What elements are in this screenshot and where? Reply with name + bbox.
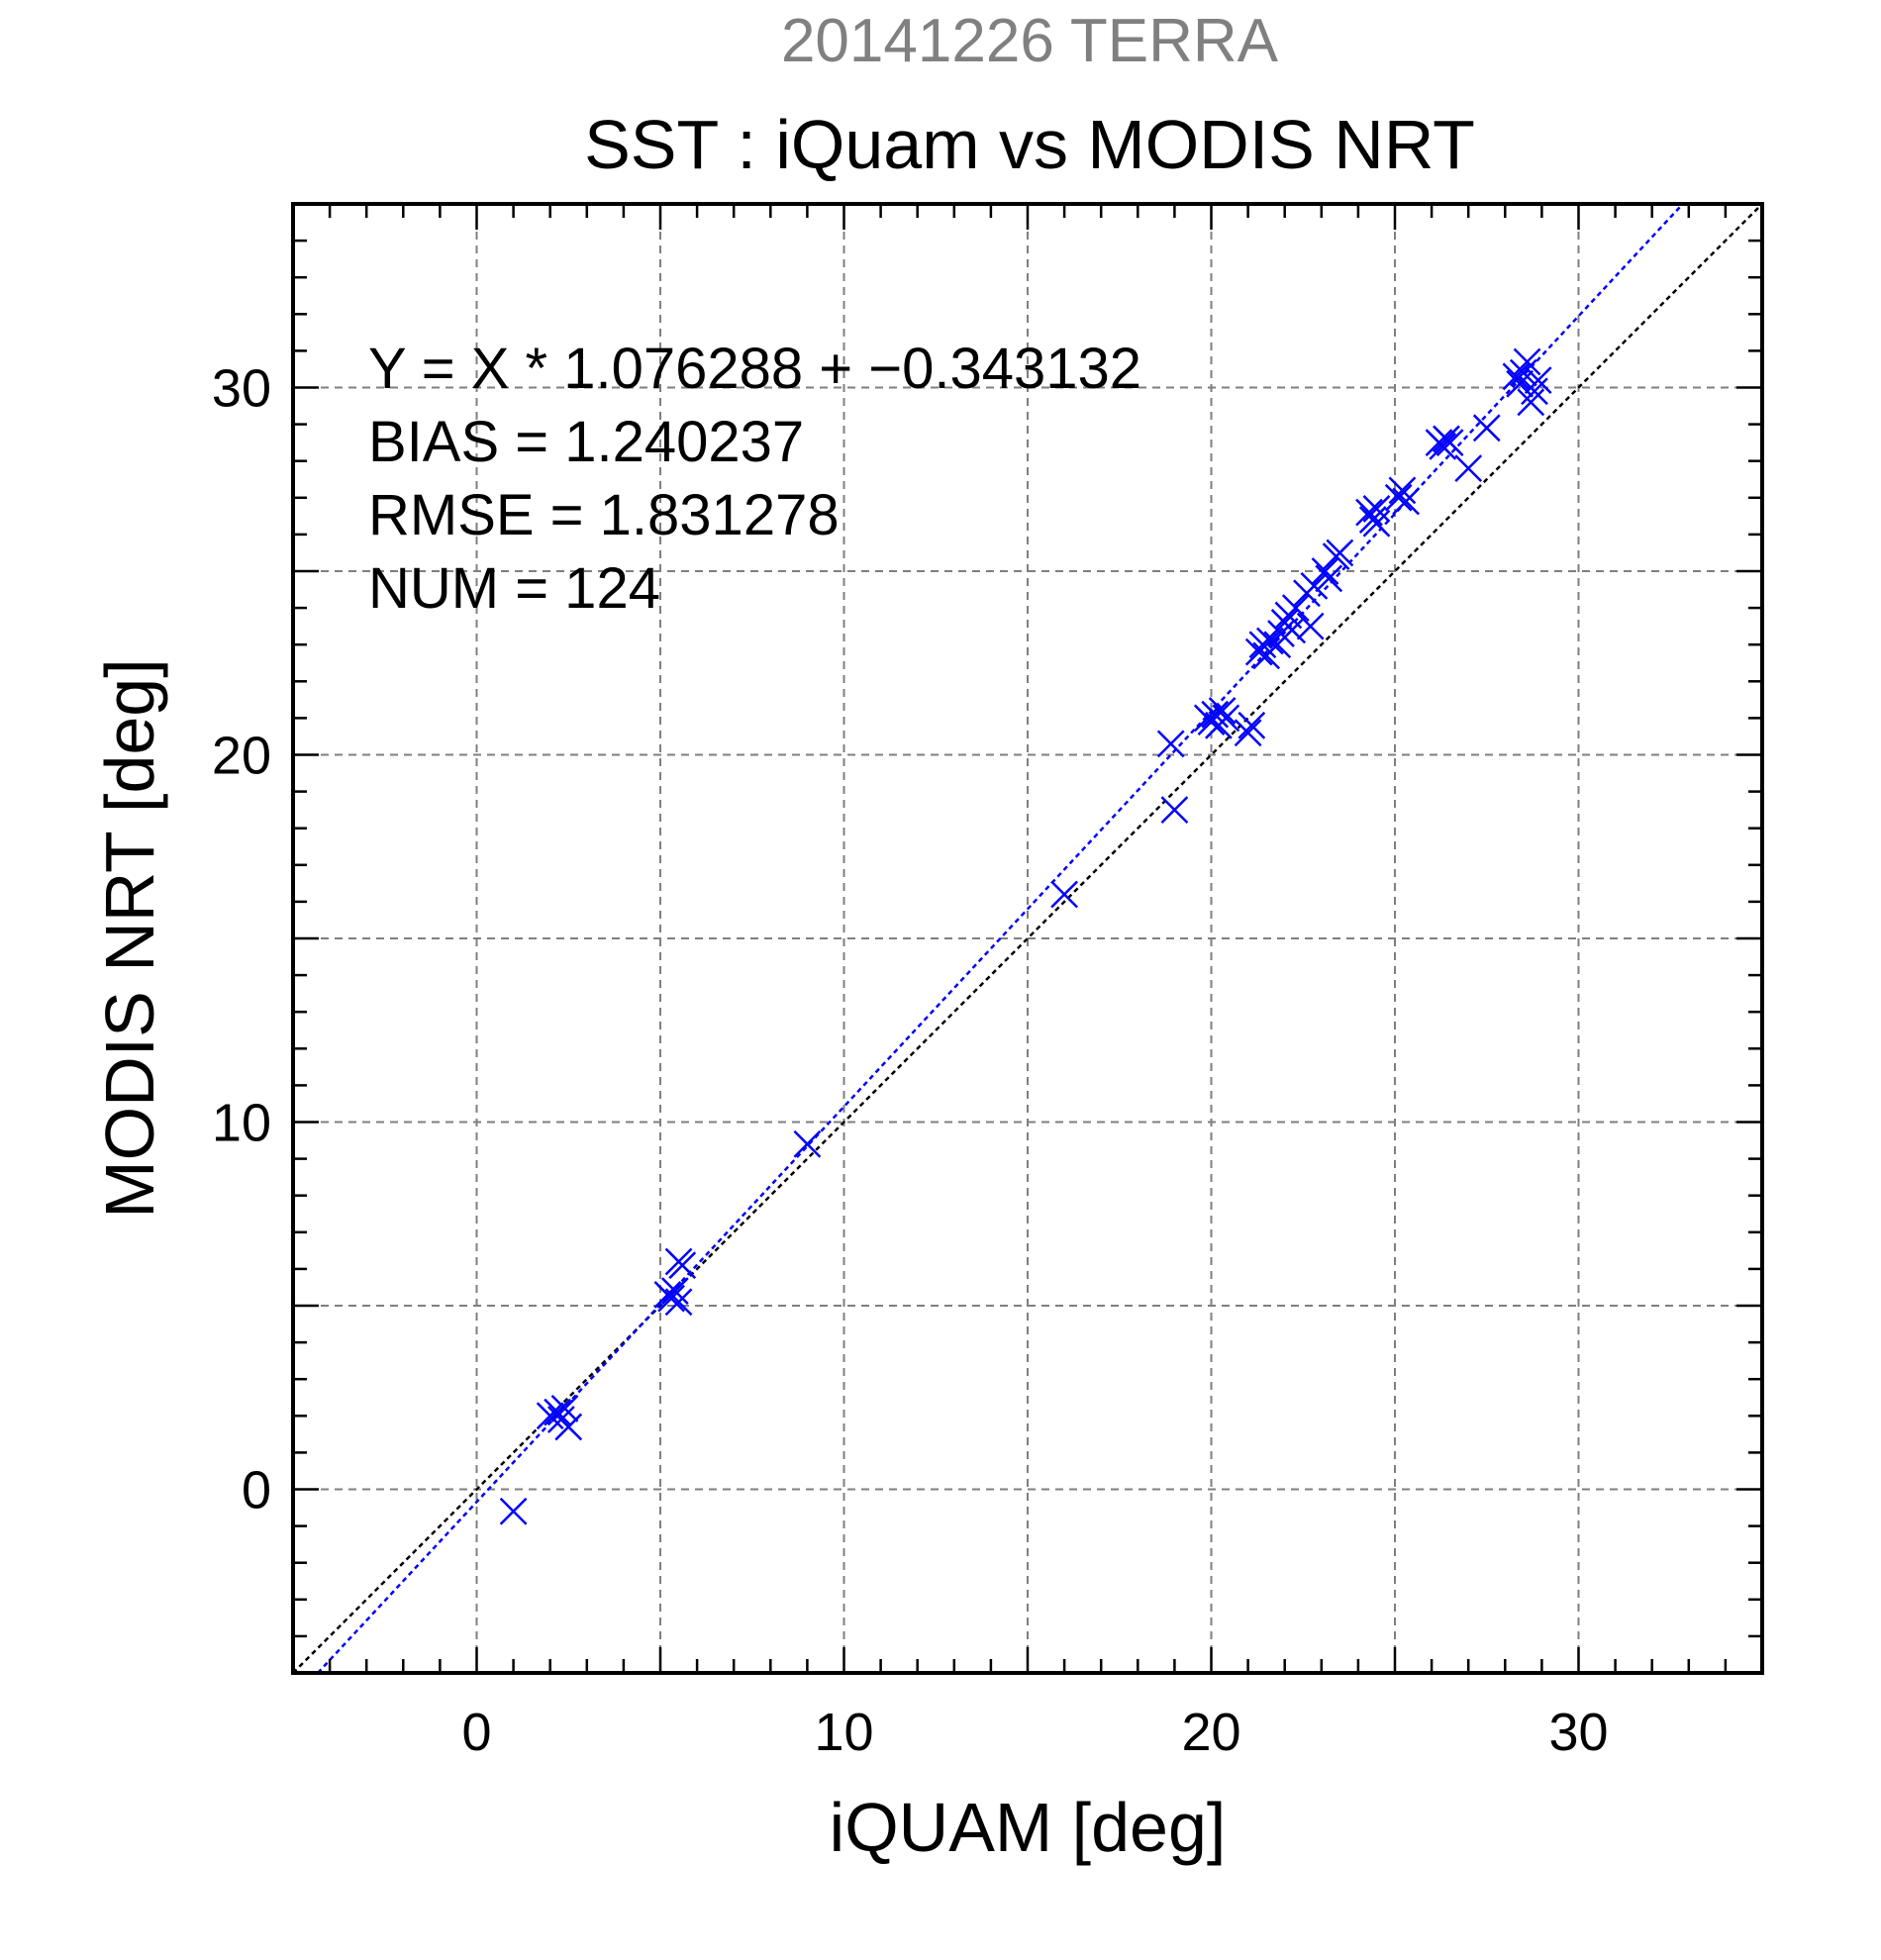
data-point <box>1201 700 1230 729</box>
data-point <box>1238 711 1266 739</box>
data-point <box>1517 388 1545 417</box>
y-tick-label: 10 <box>212 1094 271 1153</box>
y-axis-label: MODIS NRT [deg] <box>91 658 168 1218</box>
data-point <box>1388 476 1417 505</box>
data-point <box>1506 369 1534 398</box>
data-point <box>1267 620 1295 647</box>
data-point <box>1362 509 1391 538</box>
stats-annotation: Y = X * 1.076288 + −0.343132 BIAS = 1.240… <box>368 337 1141 621</box>
data-point <box>1156 730 1185 758</box>
stats-line: Y = X * 1.076288 + −0.343132 <box>368 337 1141 401</box>
data-point <box>1472 414 1501 442</box>
data-point <box>1315 564 1343 593</box>
data-point <box>664 1288 693 1317</box>
reference-lines <box>292 203 1763 1674</box>
data-point <box>499 1497 528 1525</box>
data-point <box>1208 697 1237 725</box>
stats-line: BIAS = 1.240237 <box>368 410 804 474</box>
data-point <box>1234 719 1262 747</box>
data-point <box>1429 432 1457 460</box>
plot-frame <box>291 202 1764 1675</box>
data-point <box>536 1402 564 1430</box>
data-point <box>1521 377 1548 406</box>
data-point <box>1050 880 1078 909</box>
data-point <box>1300 571 1329 600</box>
data-point <box>1311 557 1339 585</box>
data-point <box>1281 594 1310 622</box>
data-point <box>1160 796 1189 825</box>
data-point <box>1362 495 1391 523</box>
data-point <box>1296 612 1325 640</box>
data-point <box>1326 539 1354 567</box>
x-tick-label: 20 <box>1181 1703 1240 1762</box>
axis-ticks <box>293 204 1762 1673</box>
data-point <box>793 1129 822 1158</box>
data-point <box>1248 631 1277 659</box>
data-point <box>668 1251 697 1280</box>
y-tick-label: 0 <box>242 1461 271 1520</box>
data-point <box>1513 347 1541 376</box>
chart-title: SST : iQuam vs MODIS NRT <box>584 106 1475 183</box>
data-point <box>1392 487 1421 516</box>
data-point <box>1524 366 1552 394</box>
data-points <box>499 347 1552 1525</box>
y-tick-label: 30 <box>212 359 271 419</box>
data-point <box>1509 358 1537 387</box>
data-point <box>660 1277 689 1306</box>
tick-labels: 0 10 20 30 0 10 20 30 <box>212 359 1609 1763</box>
data-point <box>657 1284 686 1313</box>
data-point <box>1454 454 1483 483</box>
data-point <box>544 1398 572 1426</box>
grid <box>293 204 1762 1673</box>
stats-line: NUM = 124 <box>368 556 660 621</box>
x-tick-label: 10 <box>814 1703 873 1762</box>
data-point <box>550 1394 579 1422</box>
y-tick-label: 20 <box>212 727 271 786</box>
data-point <box>1384 483 1413 512</box>
x-tick-label: 0 <box>461 1703 491 1762</box>
data-point <box>554 1413 583 1441</box>
stats-line: RMSE = 1.831278 <box>368 483 840 547</box>
fit-line <box>317 203 1684 1674</box>
data-point <box>1436 429 1464 457</box>
identity-line <box>292 203 1763 1674</box>
x-tick-label: 30 <box>1548 1703 1608 1762</box>
chart-supertitle: 20141226 TERRA <box>781 7 1279 75</box>
data-point <box>1212 704 1240 733</box>
x-axis-label: iQUAM [deg] <box>830 1789 1227 1866</box>
